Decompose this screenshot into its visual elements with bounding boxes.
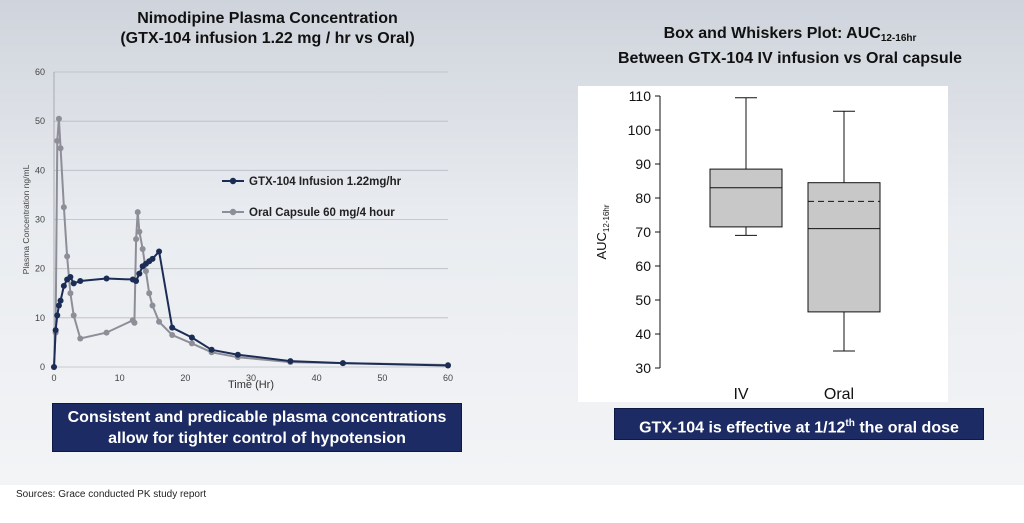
series-point-0	[70, 280, 77, 287]
right-summary-sup: th	[845, 418, 855, 429]
series-point-1	[169, 332, 176, 339]
line-chart-title-line1: Nimodipine Plasma Concentration	[137, 10, 398, 27]
series-point-1	[133, 236, 140, 243]
y-tick-label: 100	[628, 122, 652, 138]
legend-label: GTX-104 Infusion 1.22mg/hr	[249, 176, 402, 188]
series-point-0	[339, 360, 346, 367]
y-tick-label: 50	[635, 292, 651, 308]
series-point-0	[136, 270, 143, 277]
box-chart-title-line2: Between GTX-104 IV infusion vs Oral caps…	[617, 50, 963, 67]
legend-label: Oral Capsule 60 mg/4 hour	[249, 207, 395, 219]
y-axis-label: AUC12-16hr	[594, 204, 611, 259]
series-point-0	[54, 312, 61, 319]
legend-swatch-marker	[229, 177, 237, 185]
y-tick-label: 0	[40, 362, 45, 372]
y-tick-label: 40	[35, 165, 45, 175]
box-chart-title-text: Box and Whiskers Plot: AUC	[663, 25, 881, 42]
right-summary-text-post: the oral dose	[854, 419, 959, 437]
series-point-0	[67, 274, 74, 281]
series-point-1	[57, 145, 64, 152]
series-point-1	[70, 312, 77, 319]
series-point-1	[142, 268, 149, 275]
line-chart-title: Nimodipine Plasma Concentration (GTX-104…	[70, 9, 465, 49]
left-summary-banner: Consistent and predicable plasma concent…	[52, 403, 462, 452]
sources-note: Sources: Grace conducted PK study report	[16, 489, 207, 500]
series-point-1	[136, 228, 143, 235]
category-label: IV	[733, 386, 748, 402]
x-tick-label: 40	[312, 373, 322, 383]
series-point-1	[55, 115, 62, 122]
series-point-0	[234, 351, 241, 358]
series-point-0	[57, 297, 64, 304]
series-point-0	[103, 275, 110, 282]
legend-swatch-marker	[229, 208, 237, 216]
x-tick-label: 0	[51, 373, 56, 383]
y-tick-label: 40	[635, 326, 651, 342]
x-tick-label: 10	[115, 373, 125, 383]
box-chart-title: Box and Whiskers Plot: AUC12-16hr Betwee…	[580, 24, 1000, 69]
y-tick-label: 110	[629, 88, 652, 104]
series-point-1	[103, 329, 110, 336]
series-point-0	[55, 302, 62, 309]
series-point-1	[131, 319, 138, 326]
series-point-1	[60, 204, 67, 211]
right-summary-text-pre: GTX-104 is effective at 1/12	[639, 419, 846, 437]
x-axis-label: Time (Hr)	[228, 379, 274, 391]
box-chart-title-sub: 12-16hr	[880, 33, 917, 44]
series-point-1	[54, 137, 61, 144]
y-tick-label: 60	[635, 258, 651, 274]
series-point-0	[149, 255, 156, 262]
x-tick-label: 60	[443, 373, 453, 383]
series-point-1	[156, 318, 163, 325]
x-tick-label: 50	[377, 373, 387, 383]
series-point-0	[60, 282, 67, 289]
series-point-1	[146, 290, 153, 297]
series-point-1	[149, 302, 156, 309]
box-IV	[709, 168, 783, 228]
series-line-1	[53, 118, 449, 368]
series-point-1	[64, 253, 71, 260]
box-plot-panel	[578, 86, 948, 402]
series-point-1	[67, 290, 74, 297]
plasma-concentration-line-chart: 0 10 20 30 40 50 60 0 10 20 30 40 50 60 Time (Hr) Plasm…	[21, 67, 453, 391]
y-tick-label: 20	[35, 264, 45, 274]
auc-box-plot: 30 40 50 60 70 80 90 100 110 AUC12-16hr IV Oral	[594, 88, 881, 402]
y-tick-label: 60	[35, 67, 45, 77]
series-point-0	[156, 248, 163, 255]
footer-bar	[0, 485, 1024, 523]
box-Oral	[807, 182, 881, 313]
y-axis-label: Plasma Concentration ng/mL	[21, 164, 31, 274]
series-point-1	[188, 340, 195, 347]
y-tick-label: 90	[635, 156, 651, 172]
y-tick-label: 30	[635, 360, 651, 376]
category-label: Oral	[824, 386, 854, 402]
series-point-1	[139, 246, 146, 252]
series-point-0	[133, 277, 140, 284]
right-summary-banner: GTX-104 is effective at 1/12th the oral …	[614, 408, 984, 440]
box-chart-title-line1: Box and Whiskers Plot: AUC12-16hr	[580, 24, 1000, 49]
series-point-0	[169, 324, 176, 331]
y-tick-label: 30	[35, 215, 45, 225]
left-summary-text: Consistent and predicable plasma concent…	[67, 408, 447, 447]
y-tick-label: 80	[635, 190, 651, 206]
series-point-0	[51, 364, 57, 370]
y-tick-label: 70	[635, 224, 651, 240]
series-point-0	[52, 327, 59, 334]
series-point-0	[287, 358, 294, 365]
series-point-0	[77, 277, 84, 284]
y-tick-label: 50	[35, 116, 45, 126]
series-point-0	[208, 346, 215, 353]
x-tick-label: 30	[246, 373, 256, 383]
series-point-1	[77, 335, 84, 342]
series-point-0	[188, 334, 195, 341]
x-tick-label: 20	[180, 373, 190, 383]
line-chart-title-line2: (GTX-104 infusion 1.22 mg / hr vs Oral)	[120, 30, 415, 47]
series-point-1	[134, 209, 141, 216]
y-tick-label: 10	[35, 313, 45, 323]
series-point-0	[445, 362, 451, 369]
